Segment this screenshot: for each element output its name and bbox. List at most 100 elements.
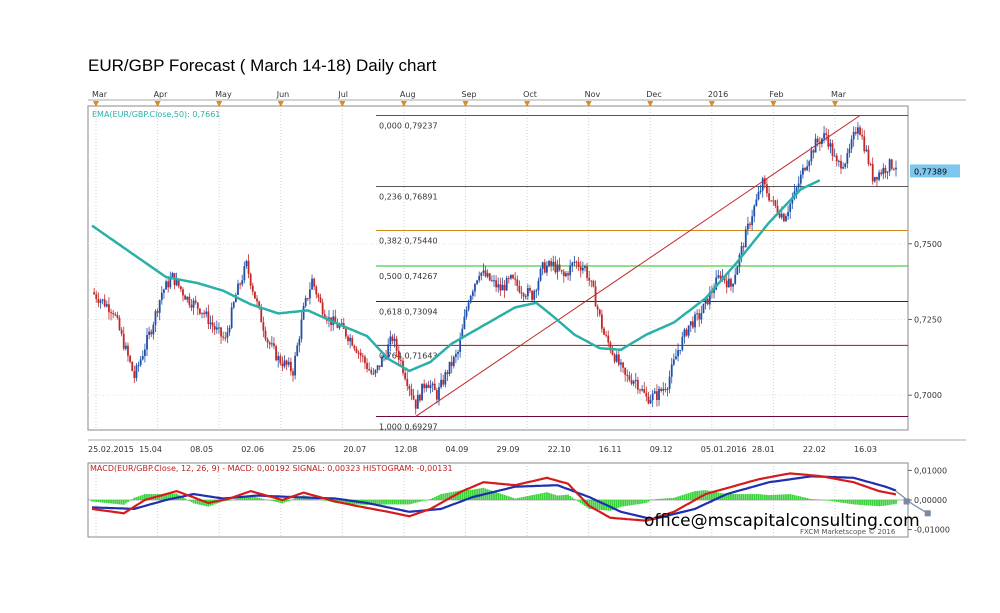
candle-body <box>211 322 214 327</box>
candle-body <box>139 359 142 365</box>
macd-histogram-bar <box>342 500 345 504</box>
candle-body <box>797 183 800 188</box>
macd-histogram-bar <box>539 493 542 500</box>
candle-body <box>311 278 313 290</box>
macd-histogram-bar <box>808 498 811 500</box>
month-marker-icon <box>647 101 654 107</box>
candle-body <box>169 278 172 288</box>
candle-body <box>222 336 225 338</box>
fibonacci-level-label: 1,000 0,69297 <box>379 422 438 431</box>
candle-body <box>313 278 316 287</box>
candle-body <box>361 355 364 357</box>
candle-body <box>414 399 417 409</box>
candle-body <box>463 316 466 329</box>
macd-histogram-bar <box>725 494 728 500</box>
macd-histogram-bar <box>256 497 258 500</box>
macd-histogram-bar <box>438 495 440 500</box>
candle-body <box>143 349 146 356</box>
macd-histogram-bar <box>112 500 115 504</box>
candle-body <box>880 172 883 175</box>
candle-body <box>425 384 428 389</box>
candle-body <box>416 394 419 409</box>
month-marker-icon <box>585 101 592 107</box>
candle-body <box>774 200 777 206</box>
macd-histogram-bar <box>734 494 737 500</box>
chart-title: EUR/GBP Forecast ( March 14-18) Daily ch… <box>88 56 437 75</box>
candle-body <box>258 301 261 307</box>
candle-body <box>584 266 586 268</box>
candle-body <box>808 161 811 167</box>
candle-body <box>486 273 489 277</box>
candle-body <box>160 292 163 301</box>
macd-panel: 0,01000 0,00000 -0,01000 MACD(EUR/GBP.Close… <box>87 462 950 538</box>
candle-body <box>393 338 396 341</box>
candle-body <box>708 291 711 305</box>
date-tick-label: 20.07 <box>343 445 366 454</box>
macd-histogram-bar <box>512 497 514 500</box>
candle-body <box>364 356 366 363</box>
candle-body <box>685 329 688 336</box>
candle-body <box>440 379 443 388</box>
macd-histogram-bar <box>609 500 612 511</box>
macd-histogram-bar <box>848 500 851 504</box>
macd-histogram-bar <box>97 500 100 503</box>
candle-body <box>550 261 553 266</box>
candle-body <box>461 328 464 339</box>
macd-histogram-bar <box>656 499 658 500</box>
macd-histogram-bar <box>131 499 134 500</box>
candle-body <box>823 133 825 139</box>
macd-histogram-bar <box>789 494 792 500</box>
month-marker-icon <box>400 101 407 107</box>
macd-histogram-bar <box>95 500 98 502</box>
macd-histogram-bar <box>243 496 246 500</box>
macd-histogram-bar <box>192 500 195 504</box>
candle-body <box>122 333 125 349</box>
candle-body <box>137 364 140 366</box>
macd-histogram-bar <box>755 494 758 500</box>
candle-body <box>766 184 768 194</box>
candle-body <box>266 339 269 343</box>
macd-histogram-bar <box>886 500 889 506</box>
candle-body <box>234 294 237 303</box>
candle-body <box>112 313 115 315</box>
macd-histogram-bar <box>639 500 641 504</box>
macd-histogram-bar <box>325 500 328 501</box>
candle-body <box>368 369 371 371</box>
candle-body <box>400 359 402 361</box>
candle-body <box>842 167 845 169</box>
macd-histogram-bar <box>799 496 802 500</box>
candle-body <box>444 372 447 385</box>
candle-body <box>696 313 699 315</box>
macd-histogram-bar <box>416 500 419 503</box>
macd-histogram-bar <box>277 500 280 503</box>
candle-body <box>95 294 98 299</box>
candle-body <box>524 296 527 298</box>
macd-histogram-bar <box>651 499 654 500</box>
macd-histogram-bar <box>573 498 576 500</box>
candle-body <box>317 294 320 298</box>
macd-histogram-bar <box>160 494 163 500</box>
candle-body <box>810 150 813 162</box>
macd-histogram-bar <box>552 494 555 500</box>
candle-body <box>607 335 610 343</box>
macd-histogram-bar <box>548 492 550 500</box>
candle-body <box>251 285 254 292</box>
candle-body <box>643 389 646 393</box>
macd-histogram-bar <box>850 500 853 505</box>
macd-histogram-bar <box>266 499 269 501</box>
candle-body <box>131 361 134 371</box>
candle-body <box>541 262 544 269</box>
candle-body <box>871 164 874 182</box>
candle-body <box>353 345 356 349</box>
candle-body <box>876 176 878 180</box>
macd-histogram-bar <box>444 493 447 500</box>
candle-body <box>884 167 887 173</box>
candle-body <box>882 167 885 175</box>
candle-body <box>565 273 567 277</box>
macd-histogram-bar <box>545 492 548 500</box>
macd-histogram-bar <box>184 498 186 500</box>
macd-histogram-bar <box>516 498 519 500</box>
macd-histogram-bar <box>732 494 734 500</box>
candle-body <box>427 384 430 388</box>
